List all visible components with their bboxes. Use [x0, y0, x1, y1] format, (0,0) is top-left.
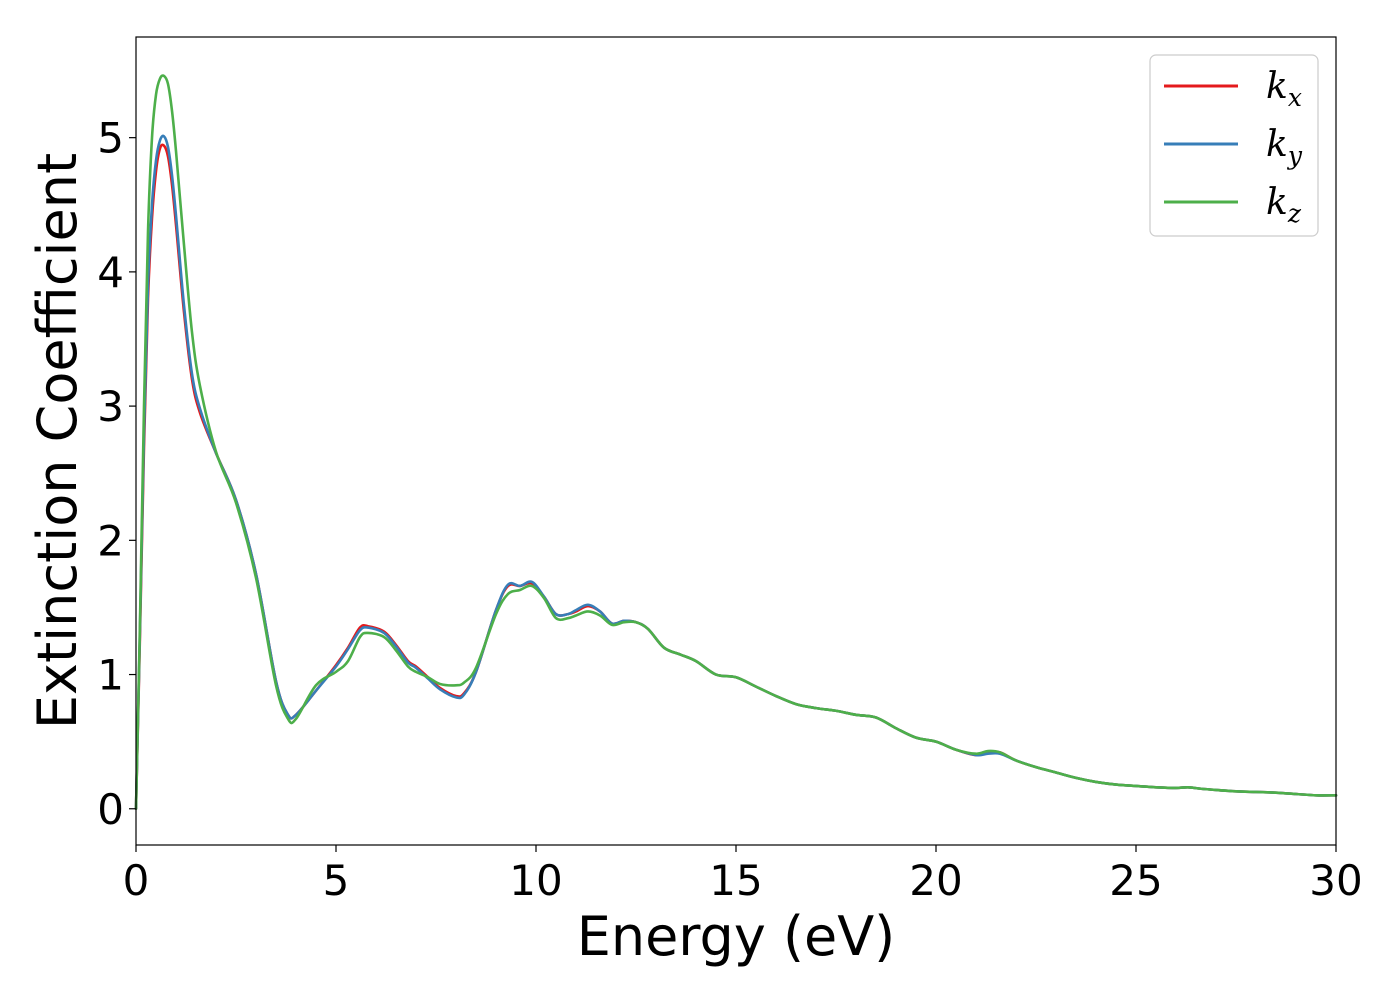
legend-label-x: kx [1266, 66, 1302, 112]
y-tick-label: 2 [97, 516, 124, 565]
x-tick-label: 5 [323, 856, 350, 905]
y-axis-title: Extinction Coefficient [26, 153, 89, 729]
y-tick-label: 3 [97, 382, 124, 431]
x-tick-label: 20 [909, 856, 962, 905]
x-tick-label: 25 [1109, 856, 1162, 905]
x-tick-label: 15 [709, 856, 762, 905]
series-layer [134, 74, 1338, 811]
x-axis-ticks: 0 5 10 15 20 25 30 [123, 845, 1363, 905]
legend-label-z: kz [1266, 182, 1302, 228]
legend-label-base: k [1266, 124, 1288, 165]
legend-label-subscript: x [1288, 83, 1302, 112]
legend-label-subscript: z [1287, 199, 1302, 228]
x-tick-label: 30 [1309, 856, 1362, 905]
legend-label-base: k [1266, 66, 1288, 107]
legend-label-base: k [1266, 182, 1288, 223]
plot-background [136, 37, 1336, 845]
legend-label-subscript: y [1287, 141, 1303, 170]
x-tick-label: 10 [509, 856, 562, 905]
y-tick-label: 5 [97, 114, 124, 163]
series-line-z [134, 74, 1338, 811]
y-tick-label: 1 [97, 651, 124, 700]
y-tick-label: 0 [97, 785, 124, 834]
x-tick-label: 0 [123, 856, 150, 905]
y-axis-ticks: 0 1 2 3 4 5 [97, 114, 136, 834]
x-axis-title: Energy (eV) [577, 905, 896, 968]
y-tick-label: 4 [97, 248, 124, 297]
legend-label-y: ky [1266, 124, 1303, 170]
